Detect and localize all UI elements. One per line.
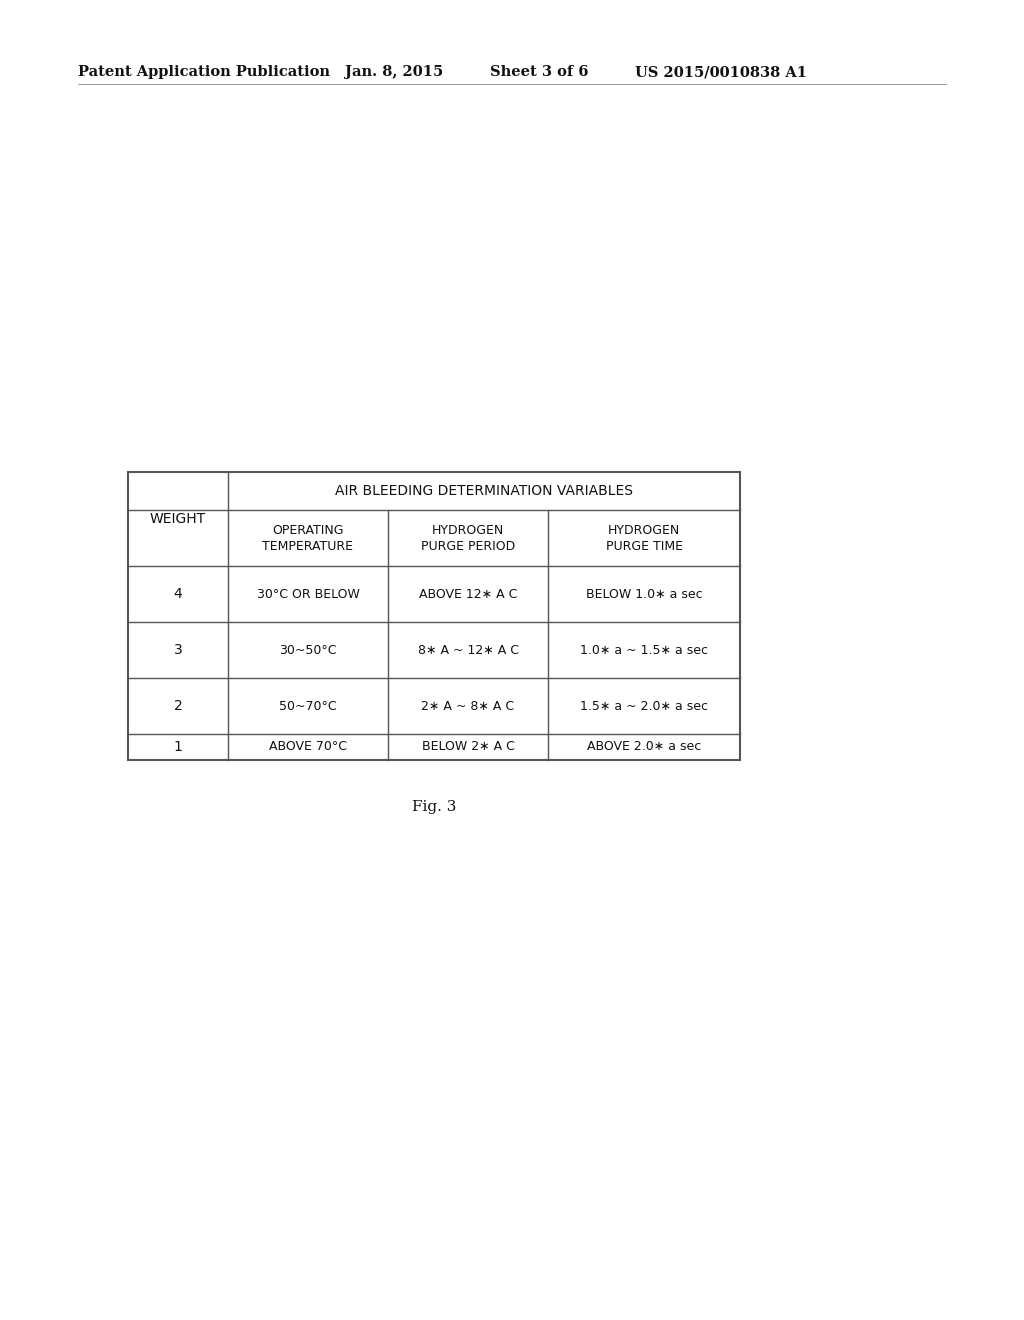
Text: 50~70°C: 50~70°C [280, 700, 337, 713]
Text: BELOW 2∗ A C: BELOW 2∗ A C [422, 741, 514, 754]
Text: 3: 3 [174, 643, 182, 657]
Text: ABOVE 2.0∗ a sec: ABOVE 2.0∗ a sec [587, 741, 701, 754]
Text: OPERATING
TEMPERATURE: OPERATING TEMPERATURE [262, 524, 353, 553]
Text: 30°C OR BELOW: 30°C OR BELOW [257, 587, 359, 601]
Text: 1.0∗ a ~ 1.5∗ a sec: 1.0∗ a ~ 1.5∗ a sec [580, 644, 708, 656]
Text: HYDROGEN
PURGE TIME: HYDROGEN PURGE TIME [605, 524, 683, 553]
Text: BELOW 1.0∗ a sec: BELOW 1.0∗ a sec [586, 587, 702, 601]
Text: 30~50°C: 30~50°C [280, 644, 337, 656]
Text: Sheet 3 of 6: Sheet 3 of 6 [490, 65, 589, 79]
Text: ABOVE 12∗ A C: ABOVE 12∗ A C [419, 587, 517, 601]
Text: Patent Application Publication: Patent Application Publication [78, 65, 330, 79]
Text: AIR BLEEDING DETERMINATION VARIABLES: AIR BLEEDING DETERMINATION VARIABLES [335, 484, 633, 498]
Text: US 2015/0010838 A1: US 2015/0010838 A1 [635, 65, 807, 79]
Text: 8∗ A ~ 12∗ A C: 8∗ A ~ 12∗ A C [418, 644, 518, 656]
Text: 4: 4 [174, 587, 182, 601]
Text: Jan. 8, 2015: Jan. 8, 2015 [345, 65, 443, 79]
Bar [128, 473, 740, 760]
Text: WEIGHT: WEIGHT [150, 512, 206, 525]
Text: HYDROGEN
PURGE PERIOD: HYDROGEN PURGE PERIOD [421, 524, 515, 553]
Text: 2: 2 [174, 700, 182, 713]
Text: 1: 1 [173, 741, 182, 754]
Text: Fig. 3: Fig. 3 [412, 800, 456, 814]
Text: 1.5∗ a ~ 2.0∗ a sec: 1.5∗ a ~ 2.0∗ a sec [580, 700, 708, 713]
Text: ABOVE 70°C: ABOVE 70°C [269, 741, 347, 754]
Text: 2∗ A ~ 8∗ A C: 2∗ A ~ 8∗ A C [422, 700, 515, 713]
